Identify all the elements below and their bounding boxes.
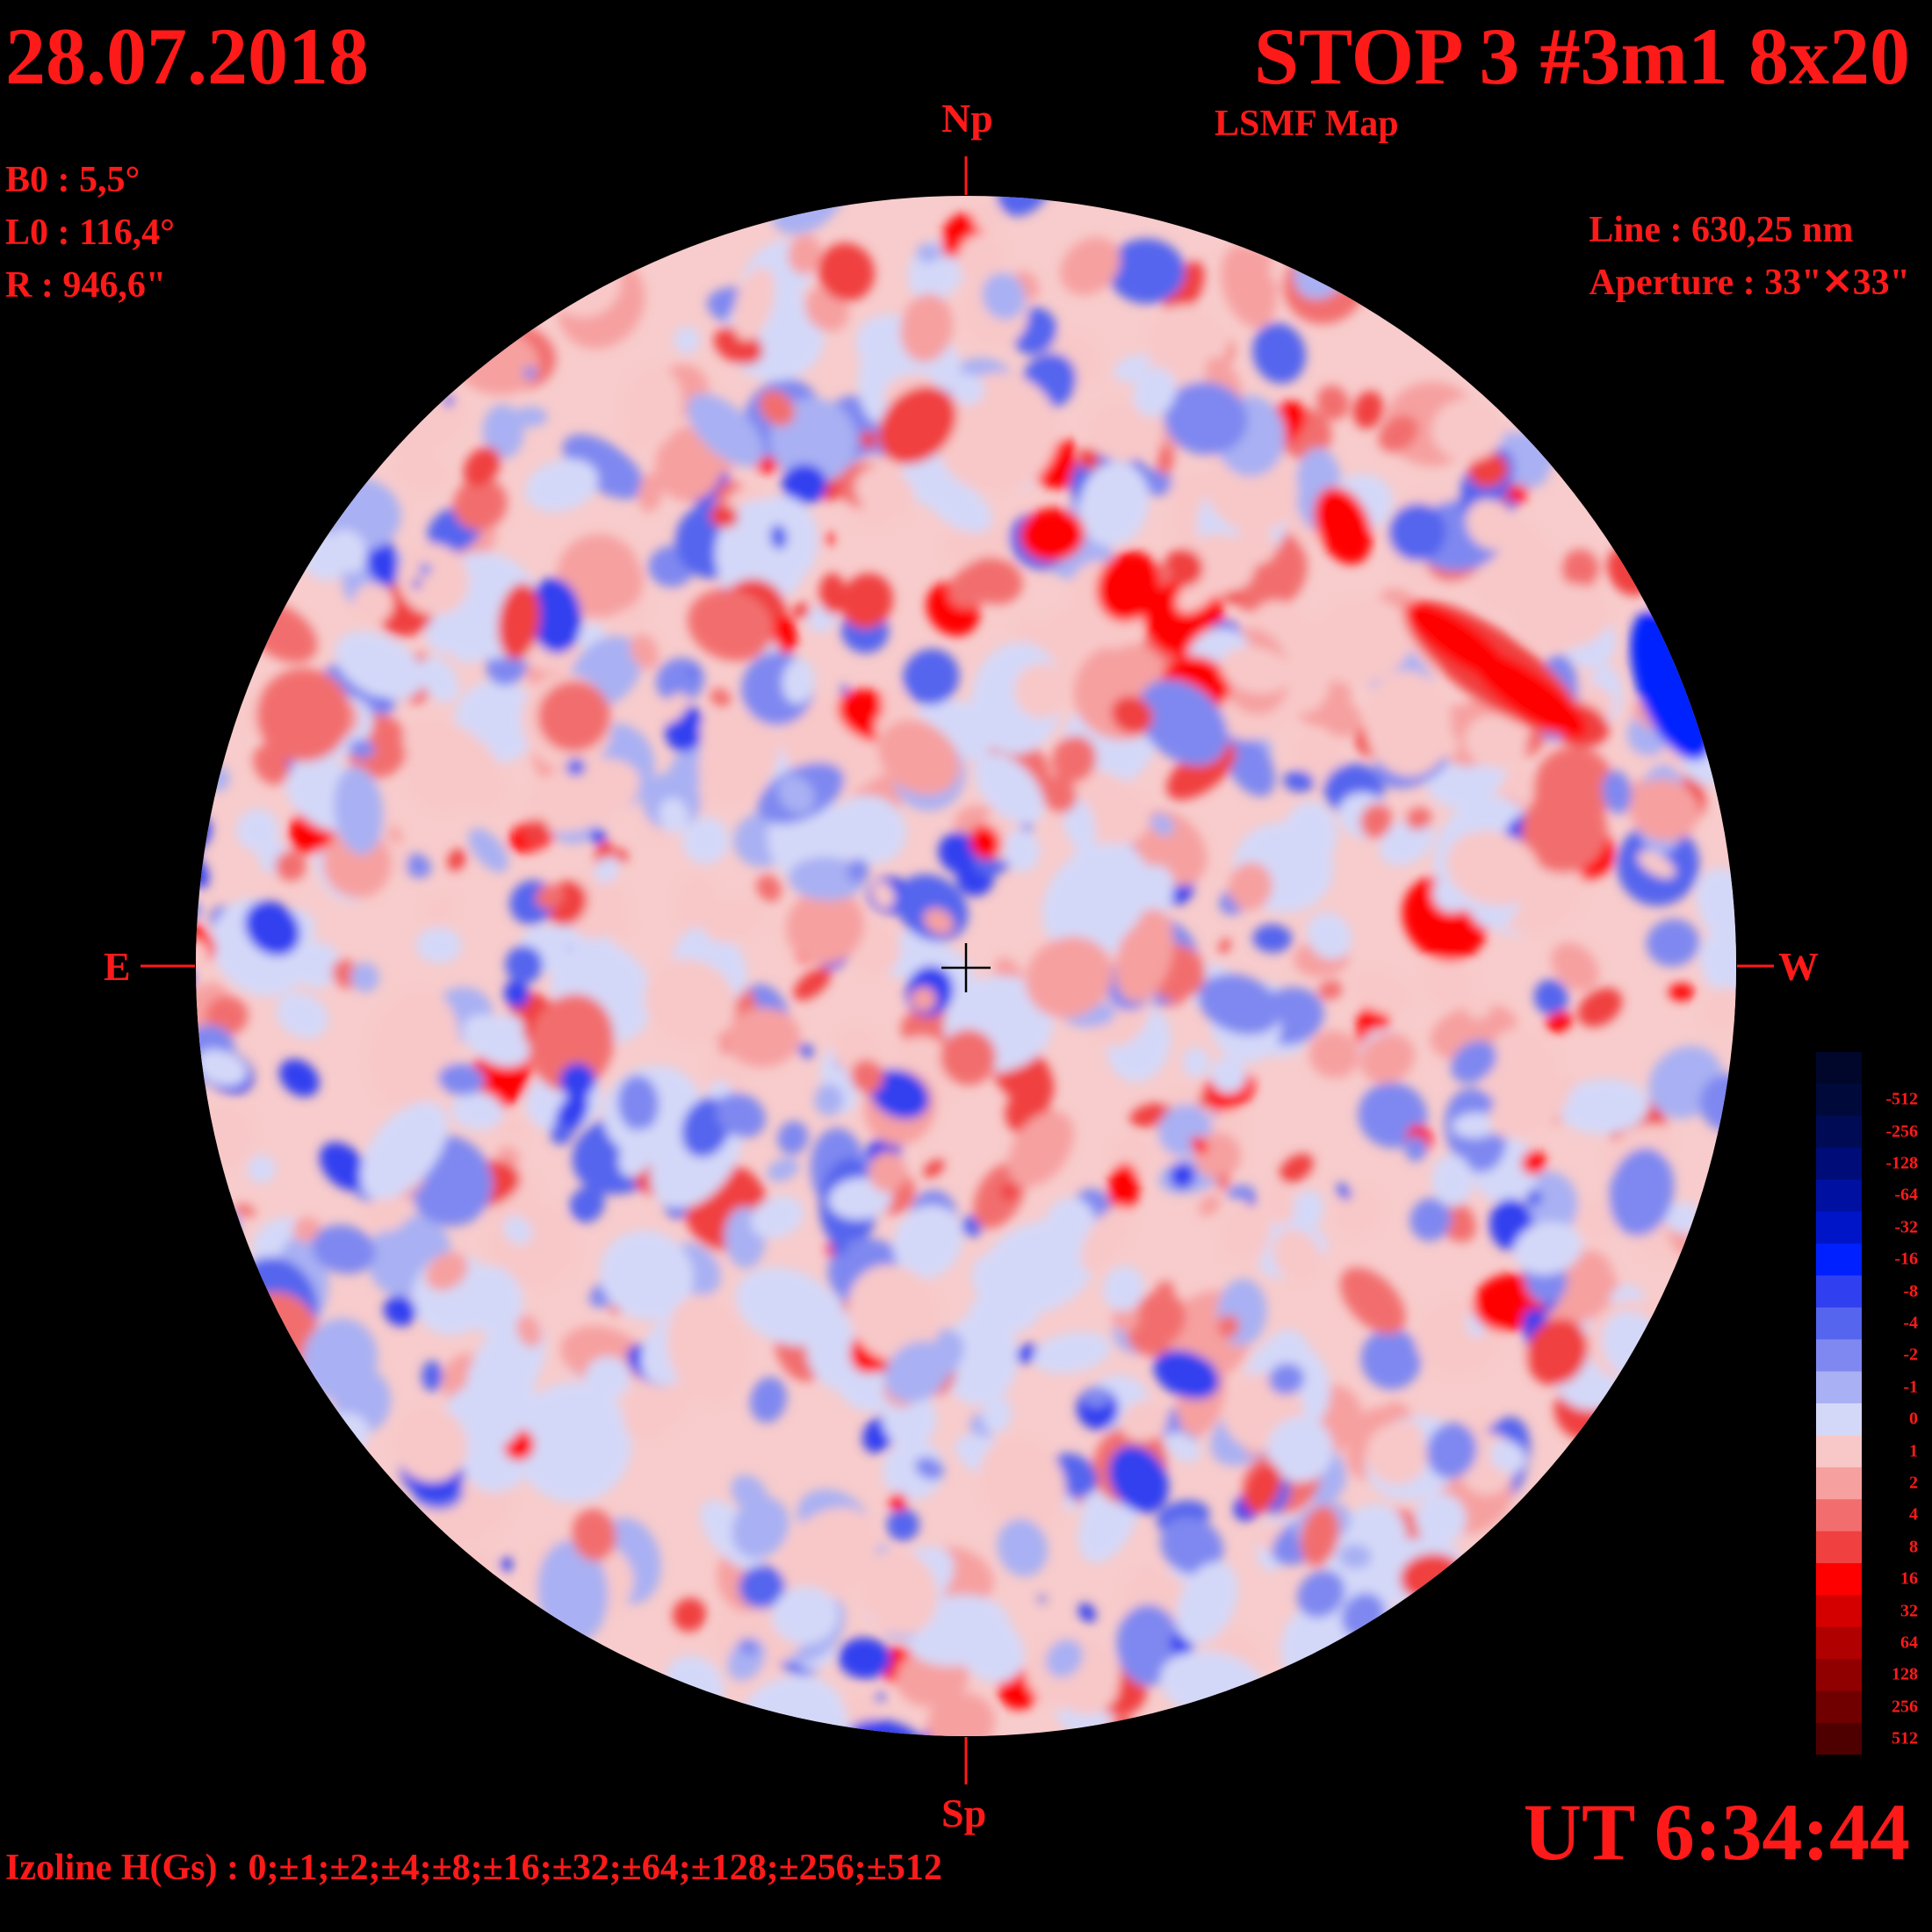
aperture-value: Aperture : 33"✕33" [1589, 263, 1910, 303]
scale-label: 16 [1900, 1568, 1918, 1589]
scale-label: -1 [1903, 1377, 1918, 1397]
scale-label: 64 [1900, 1633, 1918, 1653]
scale-label: 1 [1909, 1441, 1918, 1461]
scale-label: 128 [1892, 1664, 1918, 1684]
scale-label: -32 [1894, 1217, 1918, 1237]
line-value: Line : 630,25 nm [1589, 210, 1854, 250]
scale-swatch [1816, 1626, 1862, 1660]
scale-label: 256 [1892, 1697, 1918, 1717]
scale-swatch [1816, 1275, 1862, 1308]
scale-swatch [1816, 1339, 1862, 1373]
scale-swatch [1816, 1147, 1862, 1180]
map-subtitle: LSMF Map [1215, 104, 1399, 144]
scale-swatch [1816, 1084, 1862, 1116]
b0-value: B0 : 5,5° [5, 160, 141, 200]
west-label: W [1778, 944, 1819, 989]
scale-label: -8 [1903, 1281, 1918, 1301]
magnetic-field-patches [196, 196, 1736, 1736]
station-title: STOP 3 #3m1 8x20 [1253, 11, 1910, 101]
scale-swatch [1816, 1307, 1862, 1340]
scale-swatch [1816, 1371, 1862, 1404]
scale-label: 8 [1909, 1537, 1918, 1557]
scale-label: 4 [1909, 1504, 1918, 1525]
scale-swatch [1816, 1435, 1862, 1468]
scale-swatch [1816, 1531, 1862, 1564]
scale-label: -2 [1903, 1344, 1918, 1365]
scale-swatch [1816, 1595, 1862, 1628]
scale-swatch [1816, 1179, 1862, 1213]
scale-swatch [1816, 1467, 1862, 1500]
scale-swatch [1816, 1659, 1862, 1692]
observation-date: 28.07.2018 [5, 11, 369, 101]
scale-cap [1816, 1052, 1862, 1084]
north-pole-label: Np [941, 96, 993, 141]
center-crosshair [941, 943, 991, 992]
east-label: E [104, 944, 131, 989]
scale-swatch [1816, 1563, 1862, 1596]
radius-value: R : 946,6" [5, 265, 167, 306]
scale-label: 0 [1909, 1409, 1918, 1429]
scale-label: -64 [1894, 1185, 1918, 1205]
scale-label: -4 [1903, 1313, 1918, 1333]
scale-swatch [1816, 1690, 1862, 1724]
scale-swatch [1816, 1244, 1862, 1276]
scale-label: -128 [1885, 1153, 1918, 1173]
color-scale-labels: -512 -256 -128 -64 -32 -16 -8 -4 -2 -1 0 1 2 4 8 16 32 64… [1862, 1052, 1932, 1755]
scale-label: 32 [1900, 1601, 1918, 1621]
izoline-legend: Izoline H(Gs) : 0;±1;±2;±4;±8;±16;±32;±6… [5, 1848, 942, 1888]
scale-swatch [1816, 1115, 1862, 1149]
instrument-info: Line : 630,25 nm Aperture : 33"✕33" [1589, 204, 1910, 309]
scale-label: -16 [1894, 1249, 1918, 1269]
solar-parameters: B0 : 5,5° L0 : 116,4° R : 946,6" [5, 154, 175, 312]
color-scale-bar [1816, 1052, 1862, 1755]
scale-label: -512 [1885, 1089, 1918, 1109]
south-pole-label: Sp [941, 1791, 987, 1835]
scale-swatch [1816, 1211, 1862, 1244]
scale-swatch [1816, 1723, 1862, 1755]
scale-label: -256 [1885, 1121, 1918, 1142]
universal-time: UT 6:34:44 [1523, 1787, 1910, 1877]
scale-label: 512 [1892, 1728, 1918, 1748]
scale-swatch [1816, 1499, 1862, 1532]
scale-swatch [1816, 1403, 1862, 1436]
scale-label: 2 [1909, 1473, 1918, 1493]
l0-value: L0 : 116,4° [5, 213, 175, 253]
